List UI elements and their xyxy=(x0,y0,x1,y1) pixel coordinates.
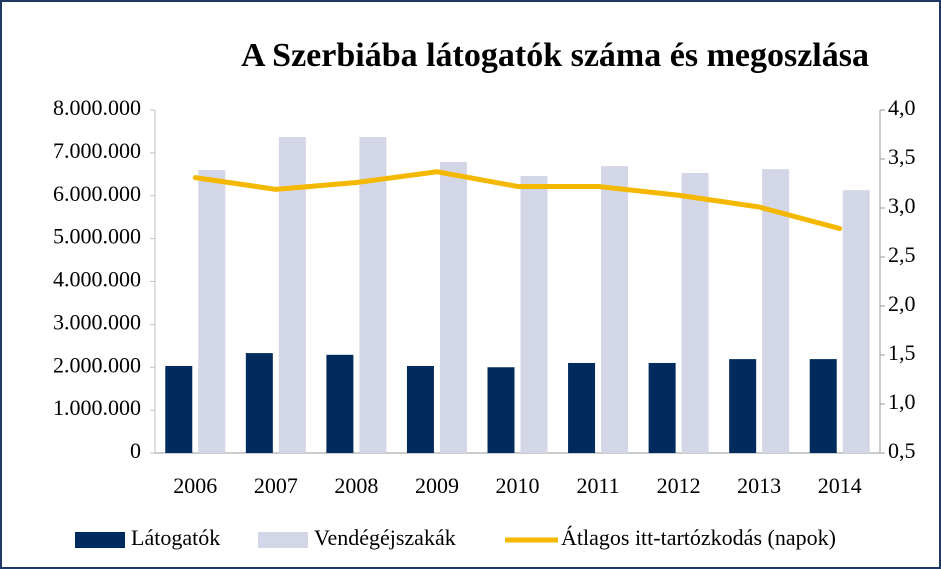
bar xyxy=(809,359,837,453)
x-tick-label: 2010 xyxy=(496,473,540,498)
bar xyxy=(601,166,629,453)
legend-swatch xyxy=(75,532,125,548)
bar xyxy=(245,353,273,453)
bar xyxy=(648,362,676,453)
x-tick-label: 2008 xyxy=(334,473,378,498)
bar xyxy=(729,359,757,453)
legend-label: Átlagos itt-tartózkodás (napok) xyxy=(561,525,836,550)
y2-tick-label: 0,5 xyxy=(888,438,916,463)
bar xyxy=(165,365,193,453)
bar xyxy=(762,169,790,454)
bar xyxy=(198,170,226,453)
x-tick-label: 2014 xyxy=(818,473,862,498)
y-tick-label: 8.000.000 xyxy=(53,95,141,120)
x-tick-label: 2013 xyxy=(737,473,781,498)
bar xyxy=(439,161,467,453)
x-tick-label: 2011 xyxy=(576,473,619,498)
y-tick-label: 7.000.000 xyxy=(53,138,141,163)
y-tick-label: 1.000.000 xyxy=(53,395,141,420)
bar xyxy=(359,137,387,454)
bar xyxy=(520,176,548,453)
legend-label: Látogatók xyxy=(131,525,220,550)
x-tick-label: 2007 xyxy=(254,473,298,498)
y-tick-label: 6.000.000 xyxy=(53,181,141,206)
legend-swatch xyxy=(258,532,308,548)
x-tick-label: 2009 xyxy=(415,473,459,498)
y2-tick-label: 1,5 xyxy=(888,340,916,365)
legend-label: Vendégéjszakák xyxy=(314,525,456,550)
y-tick-label: 0 xyxy=(130,438,141,463)
bar xyxy=(681,173,709,453)
bar xyxy=(568,362,596,453)
y-tick-label: 3.000.000 xyxy=(53,309,141,334)
y2-tick-label: 4,0 xyxy=(888,95,916,120)
y2-tick-label: 3,5 xyxy=(888,144,916,169)
x-tick-label: 2012 xyxy=(657,473,701,498)
bar xyxy=(326,354,354,453)
y2-tick-label: 1,0 xyxy=(888,389,916,414)
y2-tick-label: 2,5 xyxy=(888,242,916,267)
bar xyxy=(406,365,434,453)
y2-tick-label: 3,0 xyxy=(888,193,916,218)
y2-tick-label: 2,0 xyxy=(888,291,916,316)
bar xyxy=(278,137,306,454)
x-tick-label: 2006 xyxy=(173,473,217,498)
bar xyxy=(487,367,515,453)
bar xyxy=(842,190,870,453)
y-tick-label: 2.000.000 xyxy=(53,352,141,377)
y-tick-label: 4.000.000 xyxy=(53,267,141,292)
chart-title: A Szerbiába látogatók száma és megoszlás… xyxy=(241,37,869,74)
y-tick-label: 5.000.000 xyxy=(53,224,141,249)
line xyxy=(192,169,843,232)
